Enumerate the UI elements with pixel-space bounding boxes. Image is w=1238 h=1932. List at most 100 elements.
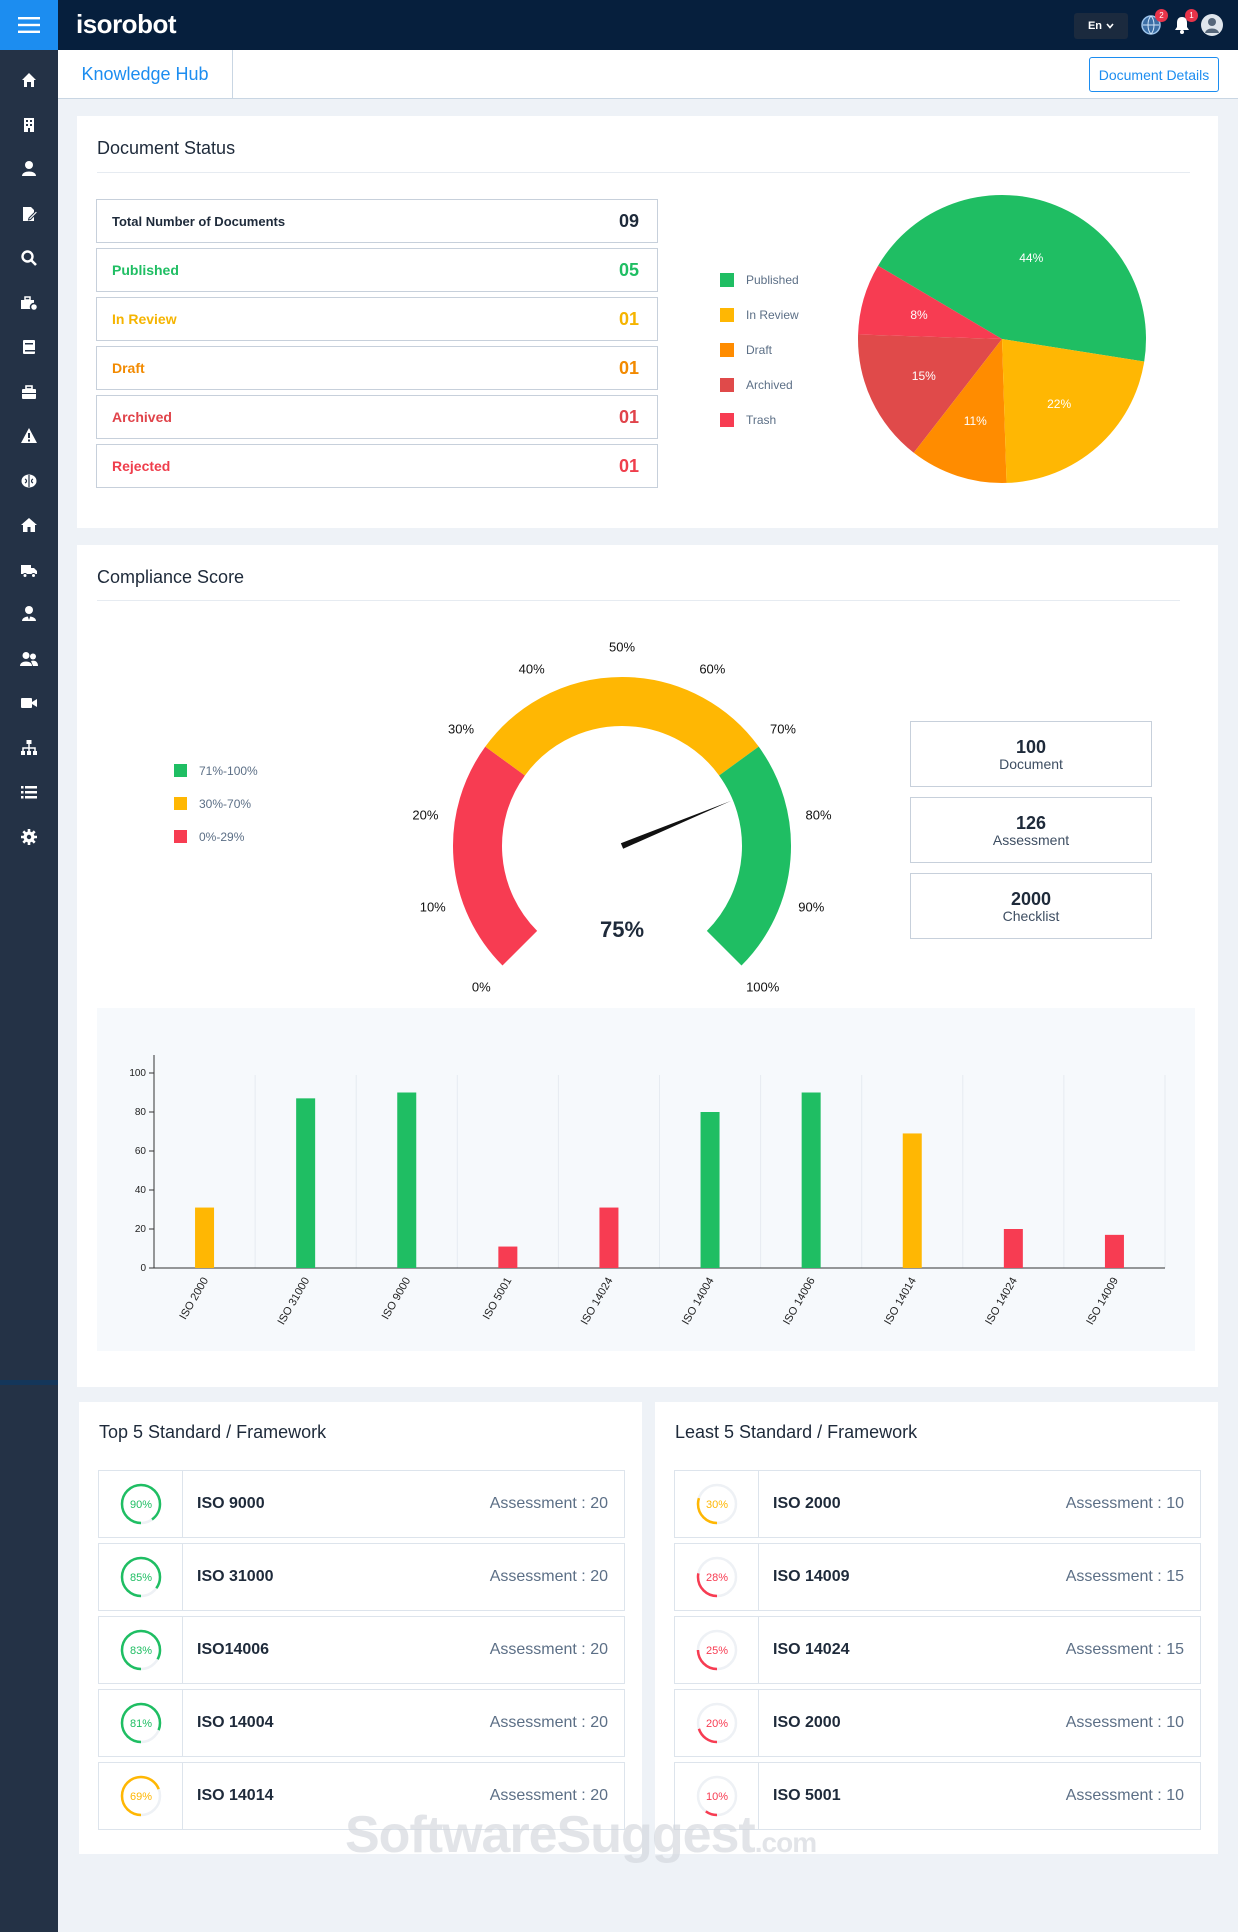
pie-slice-draft[interactable]	[913, 339, 1007, 483]
progress-ring: 81%	[120, 1702, 161, 1744]
user-avatar[interactable]	[1199, 12, 1225, 38]
bar-iso-14024[interactable]	[1003, 1229, 1023, 1268]
kpi-value: 126	[1015, 812, 1047, 833]
sidebar-item-brain[interactable]	[0, 459, 58, 504]
framework-name: ISO 14004	[197, 1714, 274, 1731]
sidebar-item-briefcase[interactable]	[0, 370, 58, 415]
y-tick-label: 0	[140, 1263, 146, 1274]
tab-knowledge-hub[interactable]: Knowledge Hub	[58, 50, 233, 99]
bar-iso-14024[interactable]	[599, 1207, 619, 1268]
sidebar-item-list[interactable]	[0, 770, 58, 815]
bar-iso-9000[interactable]	[397, 1092, 417, 1269]
bar-iso-14004[interactable]	[700, 1112, 720, 1268]
pie-slice-archived[interactable]	[858, 334, 1002, 453]
status-row: Rejected 01	[96, 444, 658, 488]
sidebar-item-truck[interactable]	[0, 548, 58, 593]
sidebar-item-toolbox-gear[interactable]	[0, 281, 58, 326]
framework-name: ISO 5001	[773, 1787, 841, 1804]
framework-row[interactable]: 10% ISO 5001 Assessment : 10	[674, 1762, 1201, 1830]
progress-percent: 81%	[129, 1718, 151, 1730]
framework-row[interactable]: 83% ISO14006 Assessment : 20	[98, 1616, 625, 1684]
sidebar-item-user[interactable]	[0, 147, 58, 192]
messages-button[interactable]: 2	[1139, 9, 1168, 38]
book-icon	[23, 340, 35, 355]
sidebar-item-home[interactable]	[0, 58, 58, 103]
document-details-button[interactable]: Document Details	[1089, 57, 1219, 92]
bar-iso-5001[interactable]	[498, 1246, 518, 1268]
gauge-tick: 70%	[769, 721, 796, 737]
sidebar-item-book[interactable]	[0, 325, 58, 370]
progress-ring-fill	[120, 1702, 161, 1744]
status-value: 01	[618, 455, 639, 476]
framework-name: ISO 14009	[773, 1568, 850, 1585]
x-tick-label: ISO 14024	[579, 1276, 616, 1328]
bar-iso-14006[interactable]	[801, 1092, 821, 1269]
framework-row[interactable]: 28% ISO 14009 Assessment : 15	[674, 1543, 1201, 1611]
user-icon	[22, 161, 36, 177]
progress-cell: 69%	[99, 1763, 183, 1829]
sidebar-item-video[interactable]	[0, 681, 58, 726]
sidebar-item-search[interactable]	[0, 236, 58, 281]
status-value: 09	[618, 210, 639, 231]
language-selector[interactable]: En	[1074, 13, 1128, 39]
sidebar-item-settings[interactable]	[0, 815, 58, 860]
legend-swatch	[720, 377, 734, 392]
sidebar-item-house[interactable]	[0, 503, 58, 548]
notifications-button[interactable]: 1	[1169, 9, 1198, 38]
legend-swatch	[720, 272, 734, 287]
framework-assessment: Assessment : 20	[489, 1787, 608, 1804]
sidebar-divider	[0, 1380, 58, 1385]
gauge-band-0	[453, 746, 538, 966]
bar-iso-2000[interactable]	[195, 1207, 215, 1268]
notifications-badge: 1	[1185, 9, 1198, 22]
top5-title: Top 5 Standard / Framework	[99, 1422, 327, 1442]
pie-slice-published[interactable]	[878, 195, 1146, 362]
hamburger-menu-button[interactable]	[0, 0, 58, 50]
warning-icon	[21, 428, 37, 444]
pie-slice-in-review[interactable]	[1002, 339, 1145, 483]
divider	[97, 600, 1180, 601]
progress-ring-fill	[120, 1775, 161, 1817]
progress-ring: 69%	[120, 1775, 161, 1817]
framework-row[interactable]: 25% ISO 14024 Assessment : 15	[674, 1616, 1201, 1684]
framework-row[interactable]: 69% ISO 14014 Assessment : 20	[98, 1762, 625, 1830]
y-tick-label: 80	[135, 1107, 147, 1118]
framework-assessment: Assessment : 15	[1065, 1568, 1184, 1585]
gauge-tick: 30%	[447, 721, 475, 737]
sidebar-item-sitemap[interactable]	[0, 726, 58, 771]
legend-item: Draft	[720, 332, 799, 367]
framework-assessment: Assessment : 10	[1065, 1495, 1184, 1512]
gauge-tick: 90%	[798, 899, 825, 915]
compliance-title: Compliance Score	[97, 567, 245, 587]
framework-row[interactable]: 20% ISO 2000 Assessment : 10	[674, 1689, 1201, 1757]
bell-icon	[1175, 17, 1189, 34]
sidebar-item-users[interactable]	[0, 637, 58, 682]
bar-iso-14014[interactable]	[902, 1133, 922, 1268]
kpi-value: 2000	[1010, 888, 1052, 909]
status-value: 01	[618, 406, 639, 427]
sub-header: Knowledge Hub Document Details	[58, 50, 1238, 99]
gauge-tick: 50%	[608, 639, 636, 655]
pie-slice-trash[interactable]	[858, 265, 1002, 339]
progress-cell: 81%	[99, 1690, 183, 1756]
sidebar-item-warning[interactable]	[0, 414, 58, 459]
progress-cell: 83%	[99, 1617, 183, 1683]
sidebar-item-document-edit[interactable]	[0, 192, 58, 237]
legend-item: Published	[720, 262, 799, 297]
framework-row[interactable]: 85% ISO 31000 Assessment : 20	[98, 1543, 625, 1611]
framework-name: ISO 2000	[773, 1495, 841, 1512]
framework-row[interactable]: 90% ISO 9000 Assessment : 20	[98, 1470, 625, 1538]
document-status-title: Document Status	[97, 138, 236, 158]
kpi-box: 100 Document	[910, 721, 1152, 787]
legend-item: 0%-29%	[174, 820, 258, 853]
bar-iso-31000[interactable]	[296, 1098, 316, 1268]
framework-row[interactable]: 30% ISO 2000 Assessment : 10	[674, 1470, 1201, 1538]
framework-row[interactable]: 81% ISO 14004 Assessment : 20	[98, 1689, 625, 1757]
top-bar: isorobot En 2 1	[58, 0, 1238, 50]
bar-iso-14009[interactable]	[1104, 1234, 1124, 1268]
sidebar-item-user-tie[interactable]	[0, 592, 58, 637]
sidebar-item-building[interactable]	[0, 103, 58, 148]
legend-swatch	[174, 764, 187, 777]
